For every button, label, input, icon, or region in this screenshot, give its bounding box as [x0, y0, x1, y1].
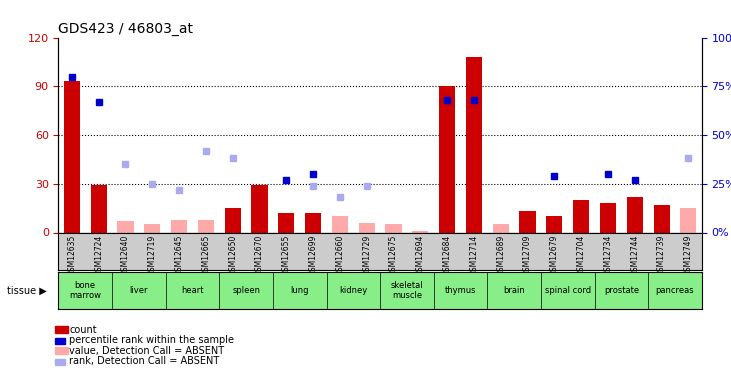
Bar	[466, 57, 482, 232]
Bar	[681, 208, 697, 232]
Text: GSM12635: GSM12635	[67, 234, 76, 276]
Text: percentile rank within the sample: percentile rank within the sample	[69, 335, 235, 345]
Bar	[600, 203, 616, 232]
Text: bone
marrow: bone marrow	[69, 281, 102, 300]
Text: GSM12640: GSM12640	[121, 234, 130, 276]
Text: GSM12719: GSM12719	[148, 234, 156, 276]
Bar	[144, 224, 160, 232]
Bar	[198, 219, 214, 232]
Bar	[520, 211, 536, 232]
Text: tissue ▶: tissue ▶	[7, 286, 47, 296]
Text: value, Detection Call = ABSENT: value, Detection Call = ABSENT	[69, 346, 224, 355]
Text: GSM12660: GSM12660	[336, 234, 344, 276]
Bar	[251, 185, 268, 232]
Text: spleen: spleen	[232, 286, 260, 295]
Bar	[546, 216, 562, 232]
Text: GSM12665: GSM12665	[202, 234, 211, 276]
Bar	[279, 213, 295, 232]
Bar	[305, 213, 321, 232]
Text: pancreas: pancreas	[656, 286, 694, 295]
Bar	[412, 231, 428, 232]
Text: GSM12749: GSM12749	[684, 234, 693, 276]
Text: GSM12650: GSM12650	[228, 234, 237, 276]
Text: GSM12694: GSM12694	[416, 234, 425, 276]
Bar	[439, 86, 455, 232]
Text: GSM12739: GSM12739	[657, 234, 666, 276]
Text: heart: heart	[181, 286, 204, 295]
Text: GDS423 / 46803_at: GDS423 / 46803_at	[58, 22, 194, 36]
Text: GSM12675: GSM12675	[389, 234, 398, 276]
Text: count: count	[69, 325, 97, 334]
Text: brain: brain	[503, 286, 525, 295]
Bar	[224, 208, 240, 232]
Text: rank, Detection Call = ABSENT: rank, Detection Call = ABSENT	[69, 356, 220, 366]
Bar	[385, 224, 401, 232]
Text: GSM12679: GSM12679	[550, 234, 558, 276]
Text: prostate: prostate	[604, 286, 639, 295]
Bar	[493, 224, 509, 232]
Bar	[91, 185, 107, 232]
Text: GSM12734: GSM12734	[604, 234, 613, 276]
Text: GSM12724: GSM12724	[94, 234, 103, 276]
Text: spinal cord: spinal cord	[545, 286, 591, 295]
Bar	[573, 200, 589, 232]
Bar	[626, 197, 643, 232]
Text: GSM12689: GSM12689	[496, 234, 505, 276]
Text: GSM12684: GSM12684	[443, 234, 452, 276]
Text: GSM12744: GSM12744	[630, 234, 639, 276]
Text: GSM12704: GSM12704	[577, 234, 586, 276]
Text: GSM12709: GSM12709	[523, 234, 532, 276]
Text: skeletal
muscle: skeletal muscle	[390, 281, 423, 300]
Bar	[64, 81, 80, 232]
Bar	[118, 221, 134, 232]
Text: kidney: kidney	[339, 286, 368, 295]
Text: thymus: thymus	[444, 286, 477, 295]
Text: GSM12714: GSM12714	[469, 234, 478, 276]
Text: liver: liver	[129, 286, 148, 295]
Bar	[359, 223, 375, 232]
Text: GSM12699: GSM12699	[308, 234, 317, 276]
Bar	[332, 216, 348, 232]
Text: GSM12645: GSM12645	[175, 234, 183, 276]
Text: GSM12655: GSM12655	[282, 234, 291, 276]
Text: GSM12729: GSM12729	[363, 234, 371, 276]
Text: GSM12670: GSM12670	[255, 234, 264, 276]
Text: lung: lung	[290, 286, 309, 295]
Bar	[654, 205, 670, 232]
Bar	[171, 219, 187, 232]
